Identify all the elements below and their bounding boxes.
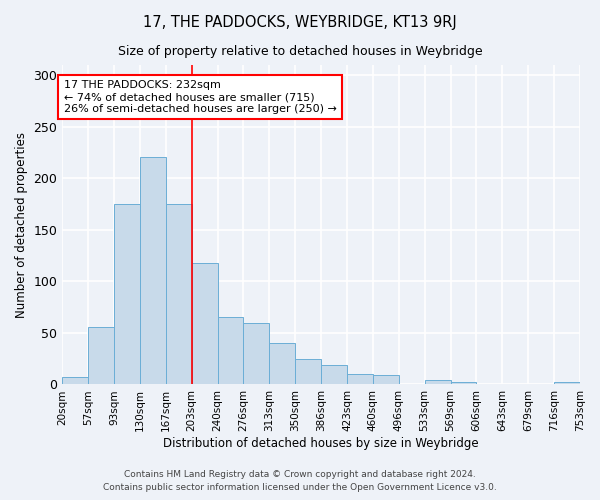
Text: Size of property relative to detached houses in Weybridge: Size of property relative to detached ho… (118, 45, 482, 58)
Bar (218, 318, 244, 384)
Bar (425, 380, 451, 384)
Bar (114, 204, 140, 384)
Bar (62, 377, 88, 384)
Bar (88, 326, 114, 384)
Bar (554, 382, 580, 384)
Bar (295, 358, 321, 384)
Y-axis label: Number of detached properties: Number of detached properties (15, 132, 28, 318)
Bar (373, 375, 399, 384)
Text: 17, THE PADDOCKS, WEYBRIDGE, KT13 9RJ: 17, THE PADDOCKS, WEYBRIDGE, KT13 9RJ (143, 15, 457, 30)
Bar (321, 365, 347, 384)
Bar (244, 322, 269, 384)
Bar (451, 382, 476, 384)
Text: 17 THE PADDOCKS: 232sqm
← 74% of detached houses are smaller (715)
26% of semi-d: 17 THE PADDOCKS: 232sqm ← 74% of detache… (64, 80, 337, 114)
Bar (269, 343, 295, 384)
X-axis label: Distribution of detached houses by size in Weybridge: Distribution of detached houses by size … (163, 437, 479, 450)
Bar (140, 156, 166, 384)
Bar (166, 204, 192, 384)
Text: Contains HM Land Registry data © Crown copyright and database right 2024.
Contai: Contains HM Land Registry data © Crown c… (103, 470, 497, 492)
Bar (192, 263, 218, 384)
Bar (347, 374, 373, 384)
